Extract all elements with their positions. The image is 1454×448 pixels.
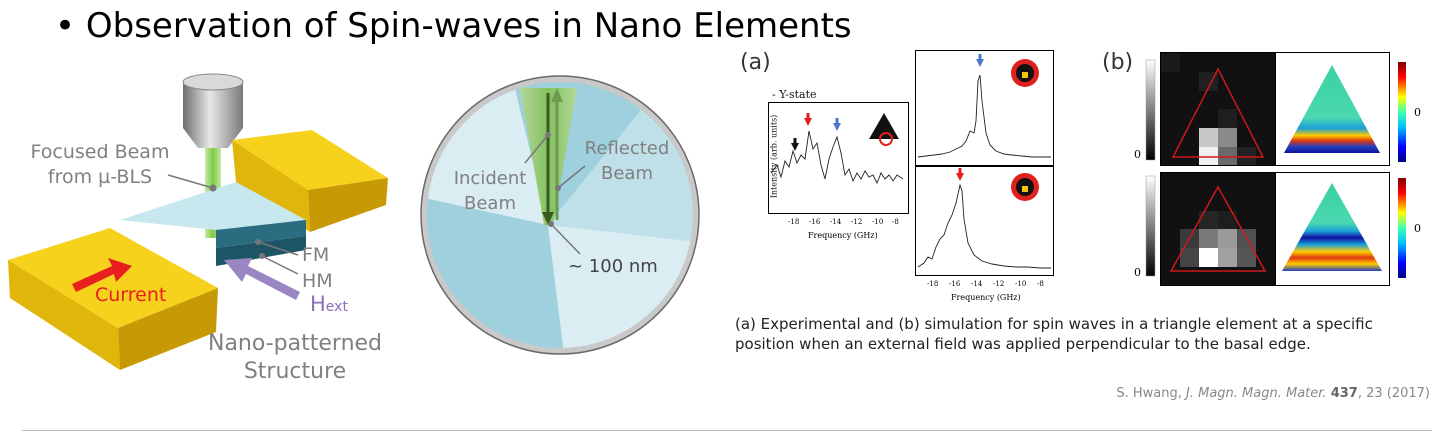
setup-illustration — [8, 73, 388, 370]
sim-row-bottom — [1160, 172, 1390, 286]
structure-line2: Structure — [243, 359, 347, 384]
inset-spectrum — [768, 102, 909, 214]
citation-author: S. Hwang, — [1116, 386, 1186, 401]
field-label-main: H — [310, 292, 326, 316]
current-label: Current — [95, 284, 167, 306]
sim-map-bottom — [1282, 183, 1382, 271]
inset-x-label: Frequency (GHz) — [808, 231, 878, 240]
upper-spectrum — [915, 50, 1054, 166]
inset-tick: -16 — [809, 218, 821, 226]
jet-colorbars: 0 0 — [1398, 62, 1421, 278]
lower-spectrum — [915, 166, 1054, 276]
field-label: Hext — [310, 292, 348, 316]
main-tick: -14 — [971, 280, 983, 288]
main-tick: -10 — [1015, 280, 1026, 288]
footer-rule — [22, 430, 1432, 431]
sim-map-top — [1284, 65, 1380, 153]
sim-row-top — [1160, 52, 1390, 166]
panel-a-label: (a) — [740, 50, 771, 75]
field-label-sub: ext — [325, 299, 348, 315]
main-x-axis: -18 -16 -14 -12 -10 -8 Frequency (GHz) — [927, 280, 1044, 302]
figure-caption: (a) Experimental and (b) simulation for … — [735, 315, 1373, 353]
citation: S. Hwang, J. Magn. Magn. Mater. 437, 23 … — [1116, 386, 1430, 401]
inset-title: - Y-state — [772, 88, 817, 101]
focused-beam-line1: Focused Beam — [30, 141, 170, 163]
structure-label: Nano-patterned Structure — [190, 330, 400, 386]
incident-line1: Incident — [453, 168, 527, 189]
panel-b-label: (b) — [1102, 50, 1134, 75]
current-arrow-icon — [72, 258, 132, 292]
slide-title: • Observation of Spin-waves in Nano Elem… — [55, 6, 852, 46]
inset-tick: -14 — [830, 218, 842, 226]
gray-scale-tick: 0 — [1134, 266, 1141, 279]
spot-size-label: ~ 100 nm — [568, 256, 658, 277]
bls-map-top — [1161, 53, 1275, 165]
inset-tick: -18 — [788, 218, 799, 226]
citation-rest: , 23 (2017) — [1357, 386, 1430, 401]
gray-scale-tick: 0 — [1134, 148, 1141, 161]
gray-scalebars: 0 0 — [1134, 59, 1156, 279]
main-x-label: Frequency (GHz) — [951, 293, 1021, 302]
zoom-circle — [420, 75, 700, 355]
bls-map-bottom — [1161, 173, 1275, 285]
left-electrode — [8, 228, 218, 370]
reflected-line2: Beam — [601, 163, 653, 184]
inset-y-label: Intensity (arb. units) — [769, 114, 779, 199]
fm-label: FM — [302, 244, 330, 266]
main-tick: -18 — [927, 280, 938, 288]
main-tick: -16 — [949, 280, 961, 288]
reflected-line1: Reflected — [584, 138, 670, 159]
inset-tick: -8 — [892, 218, 899, 226]
incident-beam-label: Incident Beam — [440, 166, 540, 216]
nano-structure — [120, 182, 306, 266]
hm-label: HM — [302, 270, 333, 292]
inset-tick: -10 — [872, 218, 883, 226]
structure-line1: Nano-patterned — [207, 331, 383, 356]
inset-x-axis: -18 -16 -14 -12 -10 -8 Frequency (GHz) — [788, 218, 899, 240]
objective-lens-icon — [182, 73, 244, 148]
colorbar-tick: 0 — [1414, 222, 1421, 235]
focused-beam-label: Focused Beam from µ-BLS — [20, 140, 180, 190]
citation-journal: J. Magn. Magn. Mater. — [1186, 386, 1327, 401]
right-electrode — [232, 130, 388, 232]
inset-tick: -12 — [851, 218, 862, 226]
colorbar-tick: 0 — [1414, 106, 1421, 119]
focused-beam-line2: from µ-BLS — [47, 166, 153, 188]
incident-line2: Beam — [464, 193, 516, 214]
field-arrow-icon — [224, 258, 300, 300]
citation-volume: 437 — [1330, 386, 1358, 401]
reflected-beam-label: Reflected Beam — [572, 136, 682, 186]
main-tick: -12 — [993, 280, 1004, 288]
main-tick: -8 — [1037, 280, 1044, 288]
